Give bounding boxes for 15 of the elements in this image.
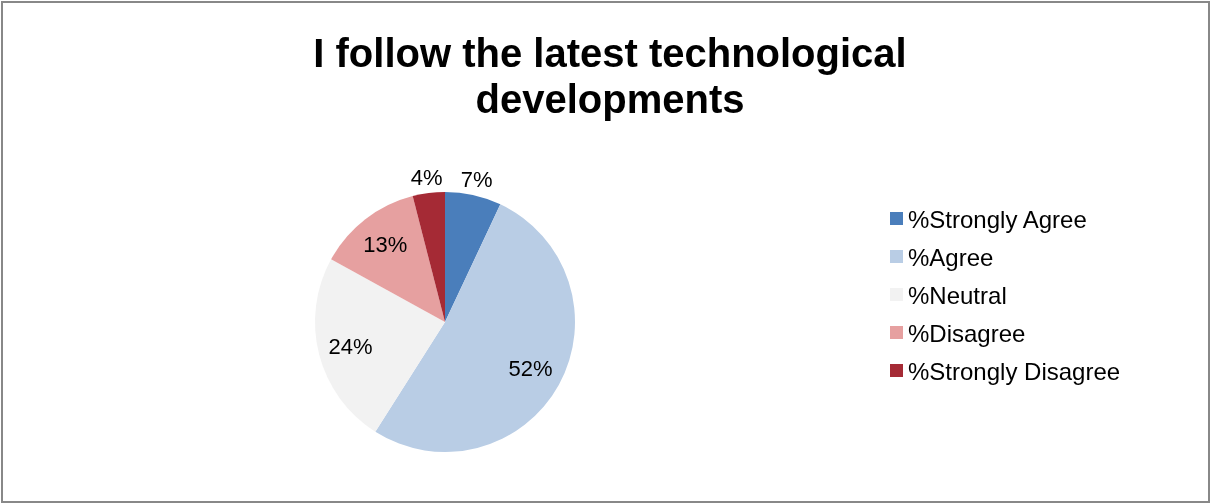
legend-label: %Strongly Disagree xyxy=(908,357,1121,385)
data-label: 4% xyxy=(410,165,443,191)
data-label: 52% xyxy=(508,356,553,382)
legend-label: %Agree xyxy=(908,243,994,271)
data-label: 24% xyxy=(328,333,373,359)
pie-slice xyxy=(412,192,445,322)
data-label: 7% xyxy=(460,167,493,193)
chart-title: I follow the latest technological developments xyxy=(313,31,907,121)
legend-label: %Strongly Agree xyxy=(908,205,1087,233)
pie-slice xyxy=(331,196,445,322)
pie-slice xyxy=(445,192,501,322)
pie-slice xyxy=(315,259,445,432)
data-label: 13% xyxy=(363,232,408,258)
legend-label: %Disagree xyxy=(908,319,1026,347)
legend-label: %Neutral xyxy=(908,281,1007,309)
